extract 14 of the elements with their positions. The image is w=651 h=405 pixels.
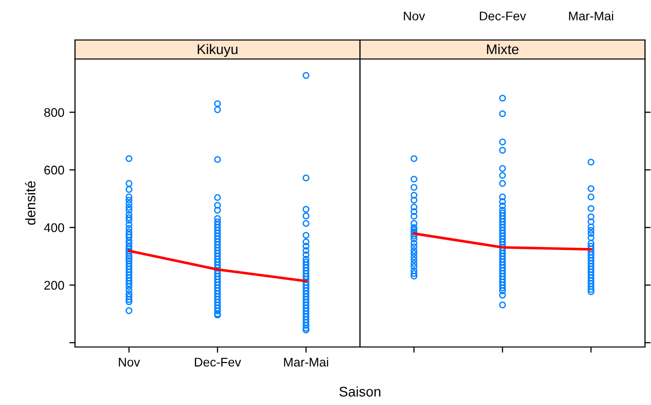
y-axis-title: densité [25, 181, 36, 225]
x-tick-label: Mar-Mai [284, 357, 328, 367]
y-tick-label: 400 [44, 223, 64, 232]
x-tick-label: Nov [118, 358, 140, 367]
x-axis-title: Saison [339, 386, 380, 397]
y-tick-label: 600 [44, 166, 64, 175]
chart-title: Kikuyu [198, 44, 238, 57]
y-tick-label: 800 [44, 108, 64, 117]
y-tick-label: 200 [44, 280, 64, 290]
chart-title: Mixte [487, 44, 518, 54]
x-tick-label: Dec-Fev [480, 12, 526, 20]
x-tick-label: Nov [404, 12, 426, 20]
x-tick-label: Mar-Mai [569, 11, 614, 20]
x-tick-label: Dec-Fev [194, 358, 242, 367]
